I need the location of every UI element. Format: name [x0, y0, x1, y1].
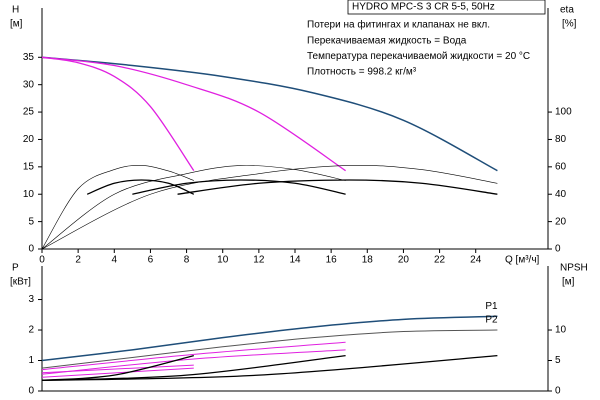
x-tick-label: 0 [39, 255, 45, 266]
curve [41, 341, 346, 371]
x-axis-label: Q [м³/ч] [505, 255, 540, 266]
y-axis-label: P [12, 263, 19, 274]
y2-tick-label: 0 [555, 244, 561, 255]
y-axis-unit: [м] [10, 19, 23, 30]
curve [86, 179, 195, 195]
x-tick-label: 24 [470, 255, 482, 266]
y-axis-unit: [кВт] [10, 277, 31, 288]
y2-axis-unit: [м] [562, 277, 575, 288]
y-tick-label: 1 [28, 355, 34, 366]
curve [41, 165, 194, 250]
chart-title: HYDRO MPC-S 3 CR 5-5, 50Hz [352, 2, 495, 13]
y2-tick-label: 0 [555, 386, 561, 397]
y2-tick-label: 100 [555, 107, 572, 118]
y-tick-label: 30 [23, 79, 35, 90]
y2-tick-label: 40 [555, 189, 567, 200]
curve [41, 354, 498, 381]
y-axis-label: H [12, 5, 19, 16]
y-tick-label: 0 [28, 386, 34, 397]
y2-tick-label: 80 [555, 134, 567, 145]
x-tick-label: 6 [148, 255, 154, 266]
note: Температура перекачиваемой жидкости = 20… [307, 51, 530, 62]
y-tick-label: 0 [28, 244, 34, 255]
title-box [347, 0, 546, 15]
y2-tick-label: 60 [555, 161, 567, 172]
y2-tick-label: 20 [555, 216, 567, 227]
y-tick-label: 2 [28, 325, 34, 336]
x-tick-label: 18 [362, 255, 374, 266]
x-tick-label: 10 [217, 255, 229, 266]
y2-axis-label: eta [560, 5, 574, 16]
x-tick-label: 16 [326, 255, 338, 266]
y-tick-label: 20 [23, 134, 35, 145]
y2-tick-label: 10 [555, 325, 567, 336]
x-tick-label: 20 [398, 255, 410, 266]
y-tick-label: 3 [28, 294, 34, 305]
curve [41, 367, 194, 378]
curve [41, 56, 195, 172]
curve [41, 349, 346, 375]
x-tick-label: 22 [434, 255, 446, 266]
note: Плотность = 998.2 кг/м³ [307, 67, 417, 78]
curve [132, 179, 346, 195]
y-tick-label: 15 [23, 161, 35, 172]
y-tick-label: 35 [23, 52, 35, 63]
y2-axis-unit: [%] [562, 19, 577, 30]
curve-label: P1 [485, 301, 498, 312]
x-tick-label: 2 [75, 255, 81, 266]
x-tick-label: 12 [253, 255, 265, 266]
y-tick-label: 5 [28, 216, 34, 227]
x-tick-label: 14 [289, 255, 301, 266]
curve [41, 165, 346, 250]
curve [177, 179, 498, 195]
curve [41, 165, 498, 250]
note: Перекачиваемая жидкость = Вода [307, 35, 467, 46]
curve [41, 315, 498, 362]
x-tick-label: 4 [112, 255, 118, 266]
y2-axis-label: NPSH [560, 263, 588, 274]
x-tick-label: 8 [184, 255, 190, 266]
y2-tick-label: 5 [555, 355, 561, 366]
note: Потери на фитингах и клапанах не вкл. [307, 19, 490, 31]
curve-label: P2 [485, 315, 498, 326]
y-tick-label: 25 [23, 107, 35, 118]
curve [41, 329, 498, 369]
curve [41, 56, 498, 172]
y-tick-label: 10 [23, 189, 35, 200]
curve [41, 56, 346, 172]
